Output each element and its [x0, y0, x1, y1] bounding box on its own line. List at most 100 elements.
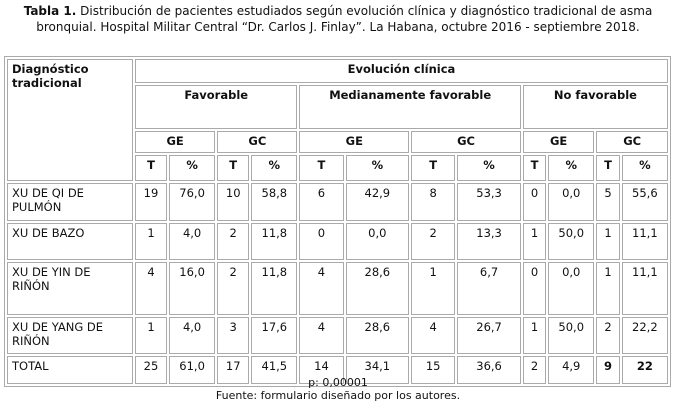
subgroup-header: GE [135, 131, 216, 153]
table-cell: 19 [135, 183, 167, 221]
table-cell: 8 [411, 183, 456, 221]
column-header: % [457, 155, 521, 181]
column-header: T [411, 155, 456, 181]
subgroup-header: GC [411, 131, 521, 153]
table-footer: p: 0,00001 Fuente: formulario diseñado p… [0, 376, 676, 402]
table-cell: 10 [217, 183, 250, 221]
table-caption: Tabla 1. Distribución de pacientes estud… [8, 0, 668, 35]
table-cell: 5 [596, 183, 620, 221]
table-cell: 11,8 [251, 262, 298, 315]
table-cell: 17 [217, 356, 250, 384]
table-cell: 4 [299, 262, 344, 315]
table-cell: 42,9 [345, 183, 410, 221]
subgroup-header: GE [299, 131, 410, 153]
table-cell: 1 [135, 223, 167, 260]
table-cell: 1 [522, 223, 547, 260]
table-row: XU DE YANG DE RIÑÓN 1 4,0 3 17,6 4 28,6 4 26,7 1 5… [7, 317, 668, 354]
table-cell: 22,2 [621, 317, 668, 354]
table-cell: 0 [522, 183, 547, 221]
table-cell: 0 [299, 223, 344, 260]
table-cell: 4 [299, 317, 344, 354]
row-header: Diagnóstico tradicional [7, 59, 133, 181]
column-header: T [135, 155, 167, 181]
row-label: XU DE YIN DE RIÑÓN [7, 262, 133, 315]
table-cell: 11,1 [621, 223, 668, 260]
table-cell: 1 [522, 317, 547, 354]
subgroup-header: GC [217, 131, 298, 153]
table-cell: 4 [135, 262, 167, 315]
table-cell: 76,0 [168, 183, 216, 221]
table-cell: 22 [621, 356, 668, 384]
table-row: XU DE QI DE PULMÓN 19 76,0 10 58,8 6 42,9 8 53,3… [7, 183, 668, 221]
table-cell: 61,0 [168, 356, 216, 384]
table-row: XU DE YIN DE RIÑÓN 4 16,0 2 11,8 4 28,6 1 6,7 0 0,… [7, 262, 668, 315]
column-header: % [548, 155, 595, 181]
table-row: XU DE BAZO 1 4,0 2 11,8 0 0,0 2 13,3 1 50,0 1 11,1 [7, 223, 668, 260]
column-header: % [345, 155, 410, 181]
table-cell: 1 [596, 262, 620, 315]
table-cell: 26,7 [457, 317, 521, 354]
table-cell: 4,0 [168, 223, 216, 260]
row-label: TOTAL [7, 356, 133, 384]
table-cell: 2 [217, 262, 250, 315]
table-cell: 50,0 [548, 223, 595, 260]
row-label: XU DE BAZO [7, 223, 133, 260]
column-header: T [299, 155, 344, 181]
table-cell: 2 [217, 223, 250, 260]
group-favorable: Favorable [135, 85, 298, 129]
row-label: XU DE QI DE PULMÓN [7, 183, 133, 221]
table-cell: 13,3 [457, 223, 521, 260]
column-header: % [251, 155, 298, 181]
data-table: Diagnóstico tradicional Evolución clínic… [4, 56, 671, 387]
table-cell: 1 [411, 262, 456, 315]
table-cell: 14 [299, 356, 344, 384]
table-cell: 4,0 [168, 317, 216, 354]
table-cell: 16,0 [168, 262, 216, 315]
table-cell: 0,0 [345, 223, 410, 260]
table-cell: 15 [411, 356, 456, 384]
caption-label: Tabla 1. [23, 4, 77, 18]
table-cell: 17,6 [251, 317, 298, 354]
table-cell: 41,5 [251, 356, 298, 384]
column-header: T [522, 155, 547, 181]
column-header: T [217, 155, 250, 181]
table-cell: 25 [135, 356, 167, 384]
table-row: TOTAL 25 61,0 17 41,5 14 34,1 15 36,6 2 4,9 9 22 [7, 356, 668, 384]
table-cell: 36,6 [457, 356, 521, 384]
subgroup-header: GE [522, 131, 595, 153]
caption-text: Distribución de pacientes estudiados seg… [36, 4, 653, 34]
table-cell: 1 [596, 223, 620, 260]
table-cell: 1 [135, 317, 167, 354]
group-no-favorable: No favorable [522, 85, 668, 129]
row-label: XU DE YANG DE RIÑÓN [7, 317, 133, 354]
table-cell: 11,1 [621, 262, 668, 315]
table-cell: 6 [299, 183, 344, 221]
group-medianamente-favorable: Medianamente favorable [299, 85, 521, 129]
column-header: % [168, 155, 216, 181]
table-cell: 2 [596, 317, 620, 354]
table-cell: 0,0 [548, 183, 595, 221]
table-cell: 28,6 [345, 317, 410, 354]
table-cell: 4 [411, 317, 456, 354]
group-header: Evolución clínica [135, 59, 668, 83]
table-cell: 4,9 [548, 356, 595, 384]
table-cell: 53,3 [457, 183, 521, 221]
table-cell: 9 [596, 356, 620, 384]
table-cell: 6,7 [457, 262, 521, 315]
table-cell: 0,0 [548, 262, 595, 315]
table-cell: 55,6 [621, 183, 668, 221]
table-cell: 58,8 [251, 183, 298, 221]
subgroup-header: GC [596, 131, 668, 153]
table-cell: 3 [217, 317, 250, 354]
column-header: T [596, 155, 620, 181]
table-cell: 11,8 [251, 223, 298, 260]
p-value: p: 0,00001 [308, 376, 368, 389]
table-cell: 2 [411, 223, 456, 260]
table-cell: 28,6 [345, 262, 410, 315]
column-header: % [621, 155, 668, 181]
table-cell: 0 [522, 262, 547, 315]
table-cell: 34,1 [345, 356, 410, 384]
source-note: Fuente: formulario diseñado por los auto… [215, 389, 461, 402]
table-cell: 50,0 [548, 317, 595, 354]
table-cell: 2 [522, 356, 547, 384]
